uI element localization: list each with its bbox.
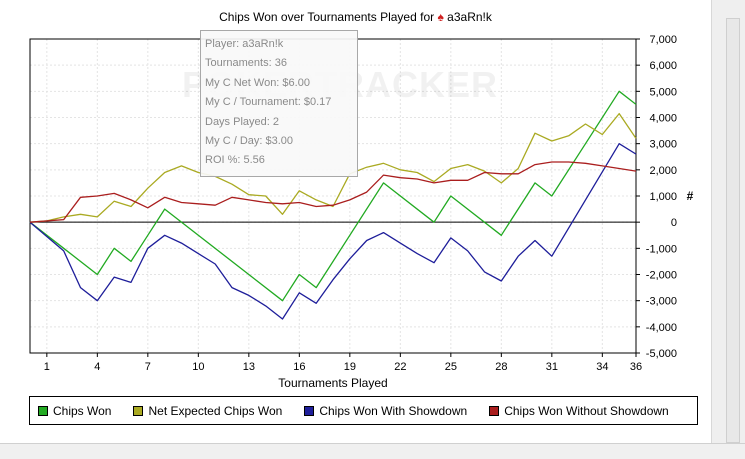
vertical-scrollbar[interactable]	[711, 0, 745, 443]
y-tick-label: -5,000	[646, 348, 677, 360]
tooltip-roi: ROI %: 5.56	[205, 154, 265, 167]
y-tick-label: 1,000	[649, 191, 677, 203]
y-tick-label: 5,000	[649, 86, 677, 98]
x-tick-label: 31	[546, 361, 558, 373]
legend-item-chips-won[interactable]: Chips Won	[38, 404, 111, 418]
chart-title: Chips Won over Tournaments Played for ♠ …	[0, 10, 711, 24]
x-tick-label: 25	[445, 361, 457, 373]
legend-swatch	[133, 405, 144, 416]
chart-legend[interactable]: Chips Won Net Expected Chips Won Chips W…	[29, 396, 698, 425]
x-tick-label: 36	[630, 361, 642, 373]
y-tick-label: -4,000	[646, 322, 677, 334]
legend-label: Chips Won With Showdown	[319, 403, 468, 418]
series-line-4	[29, 161, 637, 223]
legend-label: Net Expected Chips Won	[148, 403, 283, 418]
x-tick-label: 1	[44, 361, 50, 373]
x-tick-label: 13	[243, 361, 255, 373]
legend-swatch	[38, 405, 48, 416]
tooltip-net-won: My C Net Won: $6.00	[205, 76, 310, 89]
title-prefix: Chips Won over Tournaments Played for	[219, 10, 435, 24]
x-tick-label: 4	[94, 361, 100, 373]
x-axis-label: Tournaments Played	[278, 376, 387, 390]
series-line-2	[29, 112, 637, 223]
y-axis-label: #	[687, 189, 694, 203]
series-line-3	[29, 143, 637, 320]
status-strip	[0, 443, 745, 459]
x-tick-label: 7	[145, 361, 151, 373]
y-tick-label: -1,000	[646, 243, 677, 255]
y-tick-label: -3,000	[646, 296, 677, 308]
series-line-1	[29, 90, 637, 302]
x-tick-label: 28	[495, 361, 507, 373]
spade-icon: ♠	[437, 10, 444, 24]
legend-label: Chips Won Without Showdown	[504, 403, 669, 418]
tooltip-days-played: Days Played: 2	[205, 115, 279, 128]
y-tick-label: 4,000	[649, 113, 677, 125]
stats-tooltip: Player: a3aRn!k Tournaments: 36 My C Net…	[200, 30, 358, 177]
legend-label: Chips Won	[53, 403, 112, 418]
tooltip-tournaments: Tournaments: 36	[205, 57, 287, 70]
tooltip-player: Player: a3aRn!k	[205, 38, 284, 50]
legend-item-net-expected[interactable]: Net Expected Chips Won	[133, 404, 282, 418]
y-tick-label: 0	[671, 217, 677, 229]
tooltip-per-tournament: My C / Tournament: $0.17	[205, 96, 332, 109]
scrollbar-thumb[interactable]	[726, 18, 740, 443]
chart-panel: -5,000 -4,000 -3,000 -2,000 -1,000 0 1,000 2,00…	[0, 0, 711, 443]
legend-item-with-showdown[interactable]: Chips Won With Showdown	[304, 404, 467, 418]
y-tick-label: 7,000	[649, 34, 677, 46]
legend-item-without-showdown[interactable]: Chips Won Without Showdown	[489, 404, 669, 418]
legend-swatch	[489, 405, 500, 416]
y-tick-label: -2,000	[646, 270, 677, 282]
y-tick-label: 2,000	[649, 165, 677, 177]
tooltip-per-day: My C / Day: $3.00	[205, 134, 294, 147]
y-tick-label: 6,000	[649, 60, 677, 72]
x-tick-label: 34	[596, 361, 608, 373]
title-player-name: a3aRn!k	[447, 10, 492, 24]
x-tick-label: 10	[192, 361, 204, 373]
x-tick-label: 22	[394, 361, 406, 373]
legend-swatch	[304, 405, 315, 416]
x-tick-label: 19	[344, 361, 356, 373]
x-tick-label: 16	[293, 361, 305, 373]
y-tick-label: 3,000	[649, 139, 677, 151]
